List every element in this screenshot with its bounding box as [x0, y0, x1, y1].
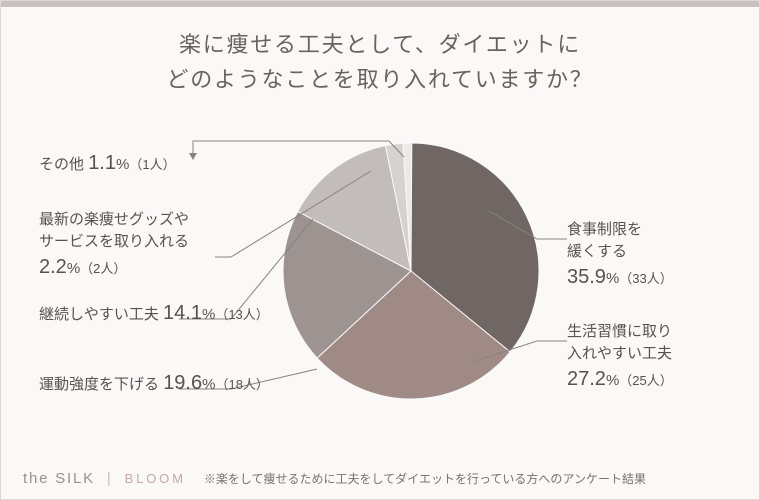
- brand-separator: |: [107, 470, 113, 487]
- slice-percentage: 35.9: [567, 266, 606, 288]
- slice-percentage: 2.2: [39, 256, 67, 278]
- slice-label-text: 食事制限を: [567, 221, 642, 238]
- slice-label: その他 1.1%（1人）: [39, 149, 176, 178]
- slice-count: （2人）: [80, 261, 126, 276]
- slice-count: （1人）: [129, 157, 175, 172]
- brand-right: BLOOM: [125, 471, 186, 486]
- pct-unit: %: [606, 270, 619, 287]
- footer: the SILK | BLOOM ※楽をして痩せるために工夫をしてダイエットを行…: [1, 470, 759, 487]
- chart-title: 楽に痩せる工夫として、ダイエットに どのようなことを取り入れていますか？: [1, 7, 759, 111]
- slice-count: （18人）: [215, 377, 268, 392]
- pie-chart: [281, 141, 541, 401]
- title-line-2: どのようなことを取り入れていますか？: [166, 67, 593, 92]
- pct-unit: %: [67, 260, 80, 277]
- slice-label-text: 緩くする: [567, 243, 627, 260]
- slice-label-text: 入れやすい工夫: [567, 345, 672, 362]
- slice-label: 食事制限を緩くする 35.9%（33人）: [567, 219, 673, 292]
- slice-percentage: 27.2: [567, 368, 606, 390]
- pct-unit: %: [606, 372, 619, 389]
- slice-count: （25人）: [619, 373, 672, 388]
- brand-left: the SILK: [23, 470, 95, 487]
- slice-count: （13人）: [215, 307, 268, 322]
- slice-label-text: 運動強度を下げる: [39, 376, 159, 393]
- slice-percentage: 14.1: [163, 302, 202, 324]
- slice-percentage: 1.1: [88, 152, 116, 174]
- slice-label-text: サービスを取り入れる: [39, 233, 189, 250]
- pct-unit: %: [202, 376, 215, 393]
- slice-label: 継続しやすい工夫 14.1%（13人）: [39, 299, 269, 328]
- pct-unit: %: [116, 156, 129, 173]
- slice-label: 運動強度を下げる 19.6%（18人）: [39, 369, 269, 398]
- slice-count: （33人）: [619, 271, 672, 286]
- slice-label-text: 継続しやすい工夫: [39, 306, 159, 323]
- title-line-1: 楽に痩せる工夫として、ダイエットに: [179, 32, 581, 57]
- slice-label-text: その他: [39, 156, 84, 173]
- footnote: ※楽をして痩せるために工夫をしてダイエットを行っている方へのアンケート結果: [204, 470, 646, 487]
- pie-chart-area: 食事制限を緩くする35.9%（33人）生活習慣に取り入れやすい工夫27.2%（2…: [1, 111, 760, 471]
- slice-label-text: 最新の楽痩せグッズや: [39, 211, 189, 228]
- slice-label: 最新の楽痩せグッズやサービスを取り入れる 2.2%（2人）: [39, 209, 189, 282]
- slice-label: 生活習慣に取り入れやすい工夫 27.2%（25人）: [567, 321, 673, 394]
- slice-percentage: 19.6: [163, 372, 202, 394]
- brand: the SILK | BLOOM: [23, 470, 186, 487]
- leader-arrow-icon: [189, 153, 197, 160]
- slice-label-text: 生活習慣に取り: [567, 323, 672, 340]
- pct-unit: %: [202, 306, 215, 323]
